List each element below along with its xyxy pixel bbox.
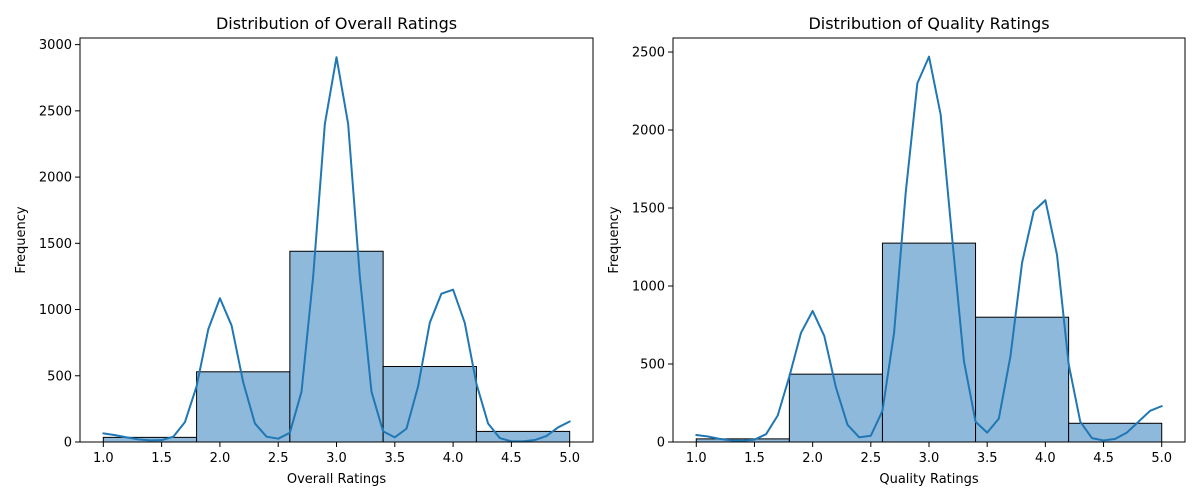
y-tick-label: 0 — [657, 436, 665, 451]
x-axis-label: Quality Ratings — [879, 472, 978, 487]
y-tick-label: 2000 — [39, 171, 72, 186]
subplot-1: 1.0 1.5 2.0 2.5 3.0 3.5 4.0 4.5 5.0 0 500 1000 1500 2… — [14, 14, 594, 487]
y-tick-label: 500 — [640, 358, 665, 373]
y-tick-label: 2500 — [39, 104, 72, 119]
x-tick-label: 3.5 — [977, 451, 998, 466]
y-tick-label: 1500 — [39, 237, 72, 252]
y-tick-label: 500 — [47, 369, 72, 384]
x-tick-label: 1.0 — [93, 451, 114, 466]
chart-title: Distribution of Overall Ratings — [216, 14, 457, 33]
kde-curve — [102, 56, 571, 443]
y-tick-label: 2500 — [632, 46, 665, 61]
histogram-bar — [975, 316, 1070, 443]
y-tick-label: 1000 — [39, 303, 72, 318]
y-tick-label: 1000 — [632, 280, 665, 295]
x-tick-label: 3.0 — [919, 451, 940, 466]
x-tick-label: 3.0 — [326, 451, 347, 466]
x-tick-label: 4.0 — [443, 451, 464, 466]
x-tick-label: 1.0 — [686, 451, 707, 466]
x-tick-label: 2.5 — [860, 451, 881, 466]
y-tick-label: 0 — [64, 436, 72, 451]
x-tick-label: 2.5 — [268, 451, 289, 466]
x-axis-label: Overall Ratings — [287, 472, 387, 487]
x-tick-label: 2.0 — [210, 451, 231, 466]
x-tick-label: 5.0 — [1151, 451, 1172, 466]
x-tick-label: 4.0 — [1035, 451, 1056, 466]
y-tick-label: 2000 — [632, 124, 665, 139]
histogram-bar — [289, 250, 384, 443]
subplot-2: 1.0 1.5 2.0 2.5 3.0 3.5 4.0 4.5 5.0 0 500 1000 1500 2… — [607, 14, 1186, 487]
histogram-bar — [382, 365, 477, 443]
x-tick-label: 2.0 — [802, 451, 823, 466]
x-tick-label: 4.5 — [501, 451, 522, 466]
x-tick-label: 5.0 — [559, 451, 580, 466]
x-tick-label: 4.5 — [1093, 451, 1114, 466]
y-tick-label: 1500 — [632, 202, 665, 217]
kde-curve — [695, 55, 1163, 442]
x-tick-label: 1.5 — [744, 451, 765, 466]
y-axis-label: Frequency — [607, 206, 622, 273]
chart-title: Distribution of Quality Ratings — [808, 14, 1049, 33]
y-tick-label: 3000 — [39, 38, 72, 53]
x-tick-label: 3.5 — [384, 451, 405, 466]
x-tick-label: 1.5 — [151, 451, 172, 466]
y-axis-label: Frequency — [14, 206, 29, 273]
